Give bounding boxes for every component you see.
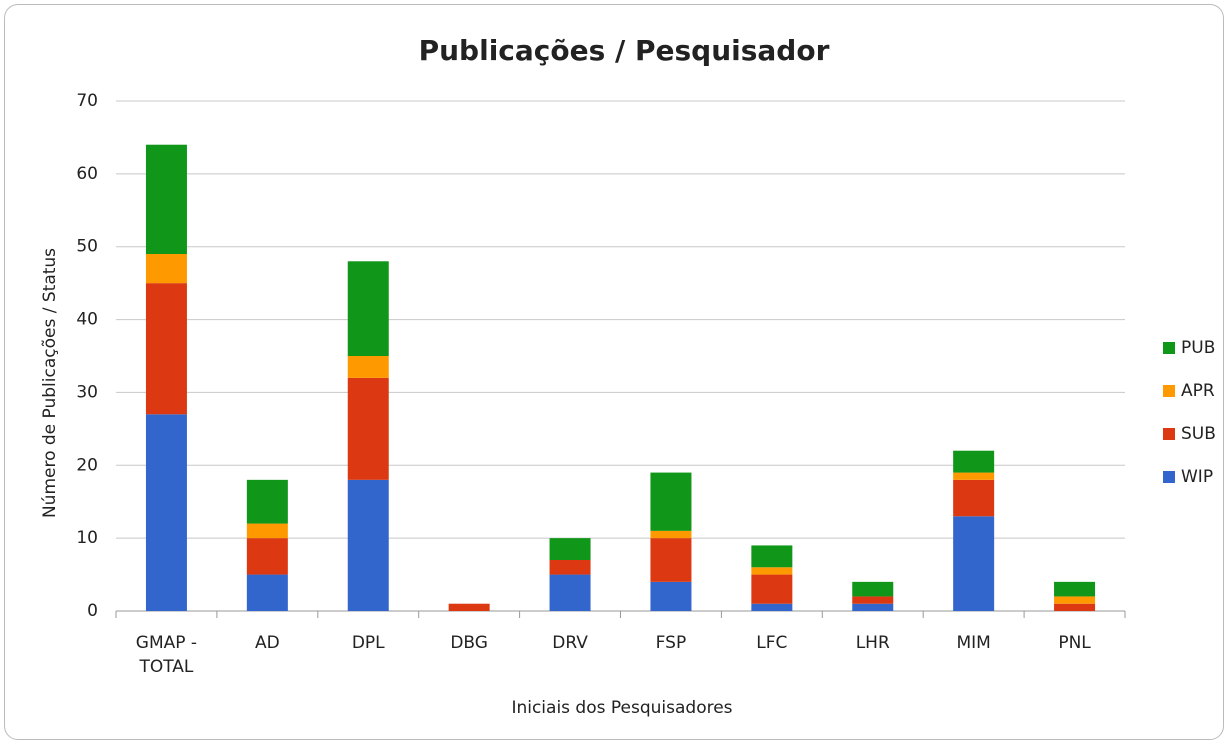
- bar-segment: [852, 603, 894, 611]
- bar-segment: [145, 283, 187, 415]
- bar-segment: [650, 538, 692, 582]
- bar-segment: [347, 377, 389, 480]
- bar-segment: [549, 574, 591, 611]
- bar-segment: [751, 603, 793, 611]
- bar-segment: [246, 479, 288, 524]
- x-axis-label: Iniciais dos Pesquisadores: [511, 698, 732, 718]
- legend-swatch: [1163, 342, 1175, 354]
- bar-segment: [347, 479, 389, 611]
- bar-segment: [953, 450, 995, 473]
- legend-label: WIP: [1181, 467, 1213, 487]
- legend-swatch: [1163, 385, 1175, 397]
- y-axis-label: Número de Publicações / Status: [40, 248, 60, 518]
- x-tick-label: MIM: [956, 633, 991, 653]
- chart-frame: [4, 4, 1224, 740]
- bar-segment: [145, 254, 187, 284]
- y-tick-label: 30: [76, 382, 98, 402]
- bar-segment: [650, 581, 692, 611]
- bar-segment: [953, 516, 995, 611]
- x-tick-label: GMAP - TOTAL: [135, 633, 198, 677]
- bar-segment: [246, 523, 288, 539]
- x-tick-label: DPL: [351, 633, 385, 653]
- bar-segment: [852, 581, 894, 597]
- x-tick-label: LFC: [756, 633, 788, 653]
- y-tick-label: 10: [76, 528, 98, 548]
- bar-segment: [246, 574, 288, 611]
- bar-segment: [1054, 596, 1096, 604]
- bar-segment: [751, 567, 793, 575]
- bar-segment: [549, 538, 591, 560]
- legend-swatch: [1163, 471, 1175, 483]
- x-tick-label: DRV: [552, 633, 588, 653]
- legend-label: APR: [1181, 381, 1215, 401]
- y-tick-label: 20: [76, 455, 98, 475]
- legend-label: PUB: [1181, 338, 1215, 358]
- legend-label: SUB: [1181, 424, 1216, 444]
- bar-segment: [852, 596, 894, 604]
- bar-segment: [549, 560, 591, 575]
- bar-segment: [347, 356, 389, 378]
- bar-segment: [953, 479, 995, 517]
- bar-segment: [953, 472, 995, 480]
- bar-segment: [650, 530, 692, 539]
- x-tick-label: DBG: [450, 633, 488, 653]
- bar-segment: [650, 472, 692, 531]
- y-tick-label: 40: [76, 310, 98, 330]
- y-tick-label: 0: [87, 601, 98, 621]
- bar-segment: [751, 545, 793, 568]
- x-tick-label: AD: [254, 633, 280, 653]
- bar-segment: [145, 414, 187, 611]
- bar-segment: [751, 574, 793, 604]
- bar-segment: [448, 603, 490, 611]
- y-tick-label: 50: [76, 237, 98, 257]
- x-tick-label: FSP: [655, 633, 687, 653]
- bar-segment: [1054, 581, 1096, 597]
- chart-title: Publicações / Pesquisador: [419, 34, 830, 67]
- legend-swatch: [1163, 428, 1175, 440]
- x-tick-label: LHR: [855, 633, 890, 653]
- bar-segment: [347, 261, 389, 356]
- bar-segment: [145, 144, 187, 254]
- bar-segment: [1054, 603, 1096, 611]
- y-tick-label: 60: [76, 164, 98, 184]
- bar-segment: [246, 538, 288, 575]
- y-tick-label: 70: [76, 91, 98, 111]
- x-tick-label: PNL: [1058, 633, 1091, 653]
